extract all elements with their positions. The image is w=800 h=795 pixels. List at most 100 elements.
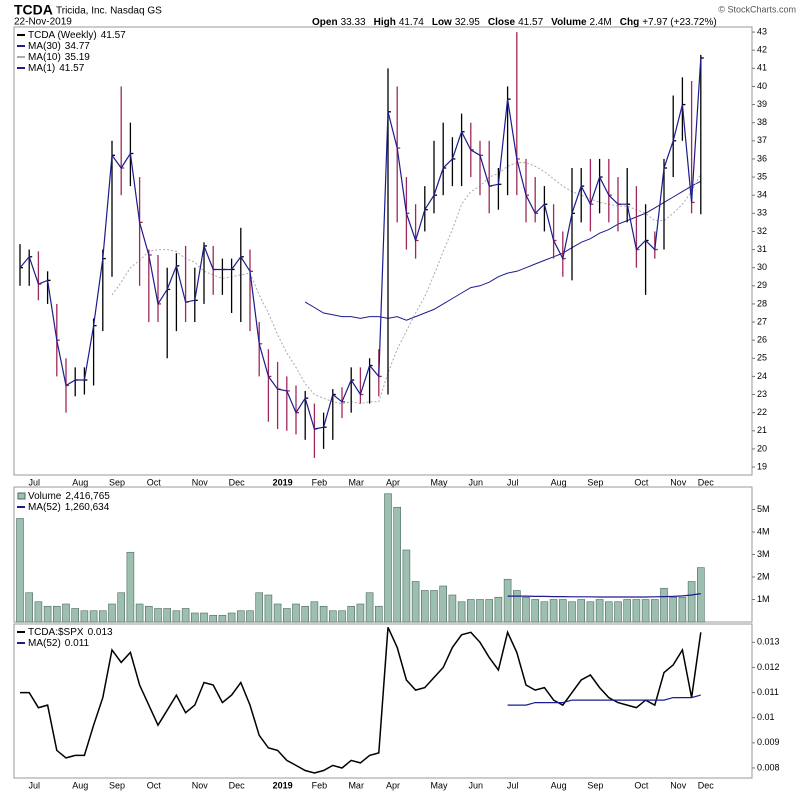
legend-value: 35.19 [65, 52, 90, 63]
volume-bar [632, 599, 641, 623]
volume-bar [347, 605, 356, 623]
y-tick-label: 42 [757, 45, 767, 55]
volume-bar [512, 590, 521, 623]
quote-value: 33.33 [341, 17, 366, 28]
x-tick-label: Sep [587, 477, 603, 487]
legend-name: MA(1) [28, 63, 55, 74]
x-tick-label: Apr [386, 780, 400, 790]
quote-value: 41.74 [399, 17, 424, 28]
volume-bar [43, 605, 52, 623]
volume-bar [420, 590, 429, 623]
x-tick-label: Jul [28, 477, 40, 487]
x-tick-label: Aug [72, 477, 88, 487]
volume-bar [25, 592, 34, 623]
quote-label: Low [432, 17, 452, 28]
quote-line: Open 33.33 High 41.74 Low 32.95 Close 41.57 Volu… [312, 17, 717, 28]
y-tick-label: 31 [757, 244, 767, 254]
y-tick-label: 41 [757, 63, 767, 73]
y-tick-label: 38 [757, 117, 767, 127]
volume-bar [623, 599, 632, 623]
y-tick-label: 0.012 [757, 662, 780, 672]
y-tick-label: 24 [757, 371, 767, 381]
x-tick-label: Jul [507, 780, 519, 790]
volume-bar [172, 610, 181, 623]
y-tick-label: 39 [757, 99, 767, 109]
volume-bar [660, 587, 668, 623]
volume-bar [209, 614, 217, 623]
volume-bar [89, 610, 98, 623]
volume-bar [16, 518, 24, 623]
legend-name: Volume [28, 491, 62, 502]
volume-bar [145, 605, 153, 623]
x-tick-label: Nov [670, 477, 687, 487]
y-tick-label: 30 [757, 262, 767, 272]
volume-ma [507, 593, 701, 598]
y-tick-label: 25 [757, 353, 767, 363]
y-tick-label: 35 [757, 171, 767, 181]
legend-value: 41.57 [59, 63, 84, 74]
volume-bar [687, 581, 696, 623]
y-tick-label: 0.008 [757, 762, 780, 772]
legend-value: 41.57 [101, 30, 126, 41]
legend-entry: MA(52) 0.011 [28, 638, 90, 649]
volume-bar [319, 605, 328, 623]
volume-bar [494, 596, 503, 623]
legend-entry: TCDA:$SPX 0.013 [28, 627, 113, 638]
x-tick-label: Jun [469, 780, 484, 790]
rs-panel [13, 623, 753, 779]
x-tick-label: Aug [551, 780, 567, 790]
close-line [19, 57, 702, 430]
x-tick-label: Mar [348, 477, 364, 487]
y-tick-label: 19 [757, 461, 767, 471]
y-tick-label: 43 [757, 26, 767, 36]
y-tick-label: 36 [757, 153, 767, 163]
volume-bar [650, 599, 659, 623]
x-tick-label: Dec [229, 780, 246, 790]
volume-bar [117, 592, 125, 623]
y-tick-label: 22 [757, 407, 767, 417]
y-tick-label: 0.01 [757, 712, 775, 722]
quote-label: Open [312, 17, 338, 28]
x-tick-label: Dec [698, 780, 715, 790]
y-tick-label: 20 [757, 443, 767, 453]
volume-bar [163, 608, 171, 623]
y-tick-label: 28 [757, 298, 767, 308]
volume-bar [191, 612, 199, 623]
volume-bar [264, 594, 273, 623]
volume-bar [71, 608, 79, 623]
x-tick-label: Nov [192, 780, 209, 790]
y-tick-label: 40 [757, 81, 767, 91]
legend-entry: MA(52) 1,260,634 [28, 502, 110, 513]
legend-name: MA(30) [28, 41, 61, 52]
legend-swatch [17, 492, 26, 500]
legend-value: 0.013 [88, 627, 113, 638]
legend-entry: MA(1) 41.57 [28, 63, 85, 74]
volume-bar [558, 599, 567, 623]
volume-bar [586, 601, 595, 623]
x-tick-label: Oct [634, 477, 649, 487]
volume-bar [641, 599, 650, 623]
x-tick-label: Jul [507, 477, 519, 487]
legend-value: 2,416,765 [65, 491, 110, 502]
volume-bar [439, 585, 448, 623]
date: 22-Nov-2019 [14, 17, 72, 28]
x-tick-label: Oct [634, 780, 649, 790]
volume-bar [218, 614, 227, 623]
x-tick-label: Dec [698, 477, 715, 487]
volume-bar [246, 610, 254, 623]
legend-name: MA(52) [28, 638, 61, 649]
volume-bar [62, 603, 70, 623]
y-tick-label: 4M [757, 526, 770, 536]
volume-bar [466, 599, 475, 623]
volume-bar [135, 603, 144, 623]
volume-bar [108, 603, 116, 623]
volume-bar [457, 601, 466, 623]
volume-bar [227, 612, 236, 623]
volume-bar [448, 594, 457, 623]
volume-bar [411, 581, 420, 623]
x-tick-label: Feb [312, 780, 328, 790]
volume-bar [568, 601, 576, 623]
volume-bar [282, 608, 291, 623]
quote-label: Close [488, 17, 516, 28]
